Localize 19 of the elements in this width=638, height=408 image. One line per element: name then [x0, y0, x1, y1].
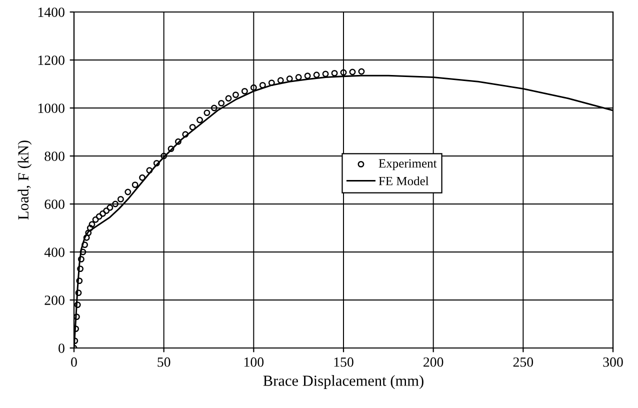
y-tick-label: 600 [44, 200, 64, 209]
x-tick-label: 0 [71, 357, 77, 367]
y-tick-label: 800 [44, 152, 64, 161]
y-tick-label: 1200 [38, 56, 64, 65]
x-tick-label: 200 [424, 357, 444, 367]
x-tick-label: 150 [334, 357, 354, 367]
x-tick-label: 300 [603, 357, 623, 367]
y-tick-label: 400 [44, 248, 64, 257]
y-tick-label: 1000 [38, 104, 64, 113]
x-axis-title: Brace Displacement (mm) [263, 375, 424, 390]
legend-label: Experiment [378, 159, 437, 170]
y-tick-label: 200 [44, 296, 64, 305]
x-tick-label: 250 [513, 357, 534, 367]
x-tick-label: 50 [158, 357, 170, 367]
legend-label: FE Model [378, 176, 429, 186]
x-tick-label: 100 [244, 357, 264, 367]
y-tick-label: 0 [58, 344, 64, 353]
y-axis-title: Load, F (kN) [18, 140, 32, 220]
y-tick-label: 1400 [38, 8, 64, 17]
